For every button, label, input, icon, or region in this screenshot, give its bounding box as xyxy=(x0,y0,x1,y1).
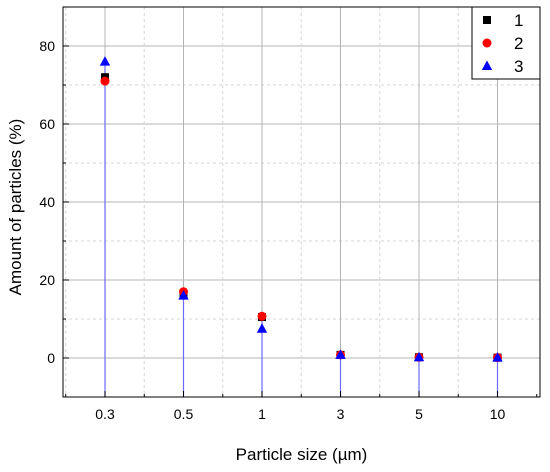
x-tick-label: 0.5 xyxy=(174,406,194,422)
legend-label: 1 xyxy=(514,11,523,30)
y-tick-label: 40 xyxy=(39,194,55,210)
data-point-series-3 xyxy=(335,349,346,359)
grid-lines xyxy=(63,6,540,397)
axis-ticks: 0 20 40 60 80 0.3 0.5 1 3 5 10 xyxy=(39,6,538,422)
y-tick-label: 80 xyxy=(39,38,55,54)
data-point-series-3 xyxy=(256,323,268,333)
data-point-series-2 xyxy=(100,76,110,86)
x-tick-label: 0.3 xyxy=(95,406,115,422)
legend-box xyxy=(471,6,541,80)
y-tick-label: 60 xyxy=(39,116,55,132)
y-tick-label: 0 xyxy=(47,350,55,366)
data-point-series-3 xyxy=(99,56,111,66)
legend-marker-1 xyxy=(483,16,491,24)
data-point-series-3 xyxy=(178,290,189,300)
x-tick-label: 5 xyxy=(415,406,423,422)
legend-marker-3 xyxy=(481,60,493,70)
legend: 1 2 3 xyxy=(471,6,541,80)
legend-label: 3 xyxy=(514,57,523,76)
y-axis-title: Amount of particles (%) xyxy=(6,119,25,296)
y-tick-label: 20 xyxy=(39,272,55,288)
legend-label: 2 xyxy=(514,34,523,53)
data-point-series-2 xyxy=(257,311,267,321)
data-point-series-3 xyxy=(413,351,425,362)
legend-marker-2 xyxy=(482,38,492,48)
x-tick-label: 3 xyxy=(337,406,345,422)
x-tick-label: 10 xyxy=(490,406,506,422)
x-axis-title: Particle size (µm) xyxy=(236,445,368,464)
x-tick-label: 1 xyxy=(258,406,266,422)
drop-lines xyxy=(104,61,499,397)
data-point-series-3 xyxy=(492,352,503,362)
data-markers xyxy=(99,56,503,363)
